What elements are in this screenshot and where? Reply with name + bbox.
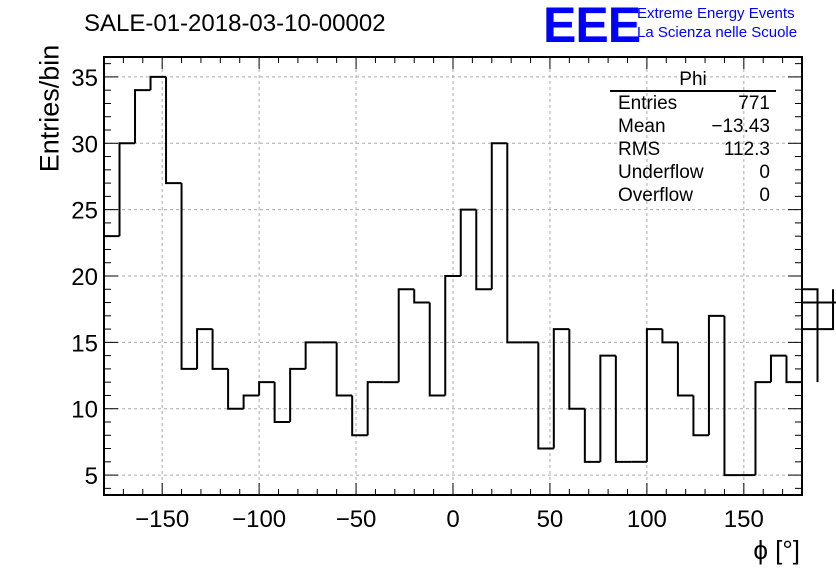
histogram-bin xyxy=(196,328,213,369)
histogram-bin xyxy=(149,75,167,91)
grid-lines xyxy=(104,57,802,495)
stats-row-overflow: Overflow 0 xyxy=(610,184,776,207)
stats-box-name: Phi xyxy=(610,70,776,92)
x-tick-label: −50 xyxy=(336,506,377,533)
stats-label: Entries xyxy=(618,93,678,114)
histogram-bin xyxy=(802,288,819,383)
tick-labels: −150 −100 −50 0 50 100 150 5 10 15 20 25 30 35 xyxy=(71,65,764,533)
histogram-bin xyxy=(413,289,430,304)
y-tick-label: 5 xyxy=(85,463,98,490)
histogram-bin xyxy=(692,395,709,437)
logo-caption-line1: Extreme Energy Events xyxy=(637,5,795,22)
histogram-bin xyxy=(134,89,151,144)
histogram-bin xyxy=(568,329,585,410)
y-tick-label: 15 xyxy=(71,330,98,357)
histogram-bin xyxy=(802,301,836,304)
histogram-bin xyxy=(118,142,136,237)
x-tick-label: 150 xyxy=(724,506,764,533)
stats-label: Mean xyxy=(618,116,666,137)
histogram-bin xyxy=(258,381,275,396)
stats-row-mean: Mean −13.43 xyxy=(610,115,776,138)
histogram-bars xyxy=(103,75,836,495)
histogram-bin xyxy=(335,342,353,397)
chart-title: SALE-01-2018-03-10-00002 xyxy=(84,10,386,37)
y-tick-label: 30 xyxy=(71,131,98,158)
stats-label: RMS xyxy=(618,139,661,160)
histogram-bin xyxy=(273,382,291,423)
stats-value: 0 xyxy=(759,162,770,183)
x-tick-label: −150 xyxy=(135,506,189,533)
histogram-bin xyxy=(599,354,616,462)
logo-caption-line2: La Scienza nelle Scuole xyxy=(637,24,798,41)
histogram-bin xyxy=(754,381,771,476)
y-tick-label: 35 xyxy=(71,65,98,92)
y-axis-label: Entries/bin xyxy=(34,44,65,173)
histogram-bin xyxy=(537,342,554,450)
histogram-bin xyxy=(723,315,740,477)
logo-caption: Extreme Energy Events La Scienza nelle S… xyxy=(637,4,797,42)
eee-logo: EEE xyxy=(543,0,641,53)
stats-value: −13.43 xyxy=(711,116,770,137)
histogram-bin xyxy=(444,275,461,396)
histogram-bin xyxy=(552,328,570,449)
histogram-bin xyxy=(614,355,632,463)
y-tick-label: 25 xyxy=(71,198,98,225)
histogram-bin xyxy=(428,302,446,397)
histogram-bin xyxy=(490,142,508,290)
stats-row-entries: Entries 771 xyxy=(610,92,776,115)
histogram-bin xyxy=(165,76,182,185)
x-tick-label: 50 xyxy=(537,506,564,533)
histogram-bin xyxy=(351,395,368,437)
stats-row-underflow: Underflow 0 xyxy=(610,161,776,184)
x-tick-label: 0 xyxy=(446,506,459,533)
stats-label: Overflow xyxy=(618,185,693,206)
axis-ticks xyxy=(104,57,802,495)
histogram-bin xyxy=(707,314,725,436)
x-tick-label: −100 xyxy=(232,506,286,533)
stats-label: Underflow xyxy=(618,162,704,183)
histogram-bin xyxy=(661,329,678,344)
stats-box: Phi Entries 771 Mean −13.43 RMS 112.3 Un… xyxy=(610,70,776,207)
x-tick-label: 100 xyxy=(627,506,667,533)
histogram-bin xyxy=(506,143,523,344)
y-tick-label: 20 xyxy=(71,264,98,291)
histogram-bin xyxy=(242,394,260,409)
stats-row-rms: RMS 112.3 xyxy=(610,138,776,161)
x-axis-label: ϕ [°] xyxy=(753,535,800,565)
stats-value: 112.3 xyxy=(723,139,770,160)
histogram-bin xyxy=(459,208,477,276)
histogram-bin xyxy=(645,328,663,462)
histogram-bin xyxy=(475,209,492,291)
histogram-bin xyxy=(211,329,229,370)
histogram-bin xyxy=(304,341,322,369)
histogram-bin xyxy=(180,183,198,370)
histogram-bin xyxy=(103,235,120,495)
histogram-bin xyxy=(289,367,306,422)
histogram-bin xyxy=(227,368,244,410)
stats-value: 771 xyxy=(738,93,770,114)
stats-value: 0 xyxy=(759,185,770,206)
histogram-bin xyxy=(583,408,601,463)
y-tick-label: 10 xyxy=(71,397,98,424)
histogram-bin xyxy=(676,342,694,397)
histogram-bin xyxy=(366,381,384,436)
histogram-bin xyxy=(397,288,415,383)
histogram-bin xyxy=(769,354,787,383)
